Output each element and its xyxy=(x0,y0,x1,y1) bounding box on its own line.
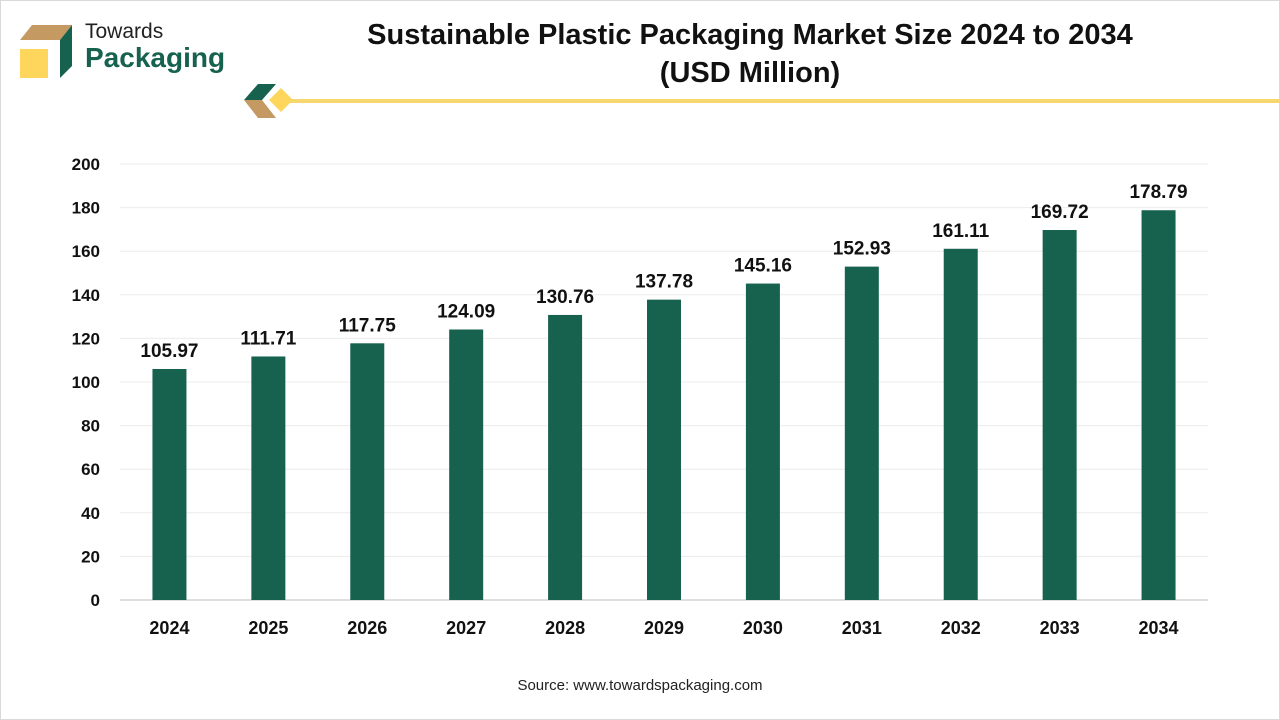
x-tick-label: 2027 xyxy=(446,618,486,638)
data-label: 137.78 xyxy=(635,272,693,293)
brand-line2: Packaging xyxy=(85,42,226,73)
bar xyxy=(350,343,385,600)
x-tick-label: 2033 xyxy=(1040,618,1080,638)
y-tick-label: 20 xyxy=(81,547,100,566)
x-tick-label: 2034 xyxy=(1139,618,1179,638)
x-tick-label: 2025 xyxy=(248,618,288,638)
y-tick-label: 60 xyxy=(81,460,100,479)
bar xyxy=(152,368,187,600)
bar xyxy=(251,356,286,600)
data-label: 169.72 xyxy=(1031,202,1089,223)
divider-mark-yellow xyxy=(269,88,293,112)
brand-line1: Towards xyxy=(85,20,164,43)
bar xyxy=(844,266,879,600)
x-tick-label: 2031 xyxy=(842,618,882,638)
x-tick-label: 2032 xyxy=(941,618,981,638)
subtitle-line: (USD Million) xyxy=(659,57,841,89)
data-label: 130.76 xyxy=(536,287,594,308)
divider-mark-green xyxy=(244,84,276,100)
data-label: 117.75 xyxy=(339,315,396,336)
y-tick-label: 100 xyxy=(72,373,100,392)
data-label: 105.97 xyxy=(140,341,198,362)
x-tick-label: 2030 xyxy=(743,618,783,638)
source-note: Source: www.towardspackaging.com xyxy=(517,677,763,694)
x-tick-label: 2029 xyxy=(644,618,684,638)
bar xyxy=(449,329,484,600)
x-tick-label: 2024 xyxy=(149,618,189,638)
x-tick-label: 2026 xyxy=(347,618,387,638)
divider-mark-tan xyxy=(244,100,276,118)
bar xyxy=(1141,210,1176,600)
data-label: 145.16 xyxy=(734,256,792,277)
logo-box-front xyxy=(20,49,48,78)
data-label: 161.11 xyxy=(932,221,989,242)
bar xyxy=(745,283,780,600)
y-tick-label: 160 xyxy=(72,242,100,261)
chart-title: Sustainable Plastic Packaging Market Siz… xyxy=(300,16,1200,92)
data-label: 111.71 xyxy=(240,328,296,349)
y-tick-label: 120 xyxy=(72,329,100,348)
bar xyxy=(1042,230,1077,600)
data-label: 178.79 xyxy=(1129,182,1187,203)
bar xyxy=(943,248,978,600)
accent-line xyxy=(290,99,1280,103)
y-tick-label: 80 xyxy=(81,417,100,436)
y-tick-label: 200 xyxy=(72,155,100,174)
y-tick-label: 0 xyxy=(91,591,100,610)
y-tick-label: 180 xyxy=(72,199,100,218)
bar xyxy=(548,314,583,600)
bar xyxy=(647,299,681,600)
x-tick-label: 2028 xyxy=(545,618,585,638)
y-tick-label: 40 xyxy=(81,504,100,523)
title-line: Sustainable Plastic Packaging Market Siz… xyxy=(367,19,1133,51)
data-label: 152.93 xyxy=(833,239,891,260)
logo-box-side xyxy=(60,25,72,78)
y-tick-label: 140 xyxy=(72,286,100,305)
data-label: 124.09 xyxy=(437,301,495,322)
logo-box-top xyxy=(20,25,72,40)
logo-graphic xyxy=(20,25,1280,118)
